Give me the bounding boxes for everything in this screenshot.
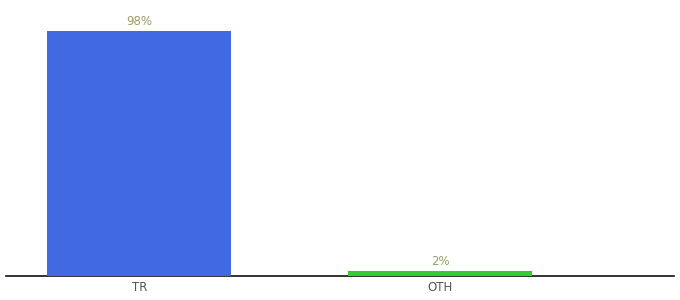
- Text: 2%: 2%: [431, 255, 449, 268]
- Bar: [348, 271, 532, 276]
- Bar: [48, 31, 231, 276]
- Text: 98%: 98%: [126, 15, 152, 28]
